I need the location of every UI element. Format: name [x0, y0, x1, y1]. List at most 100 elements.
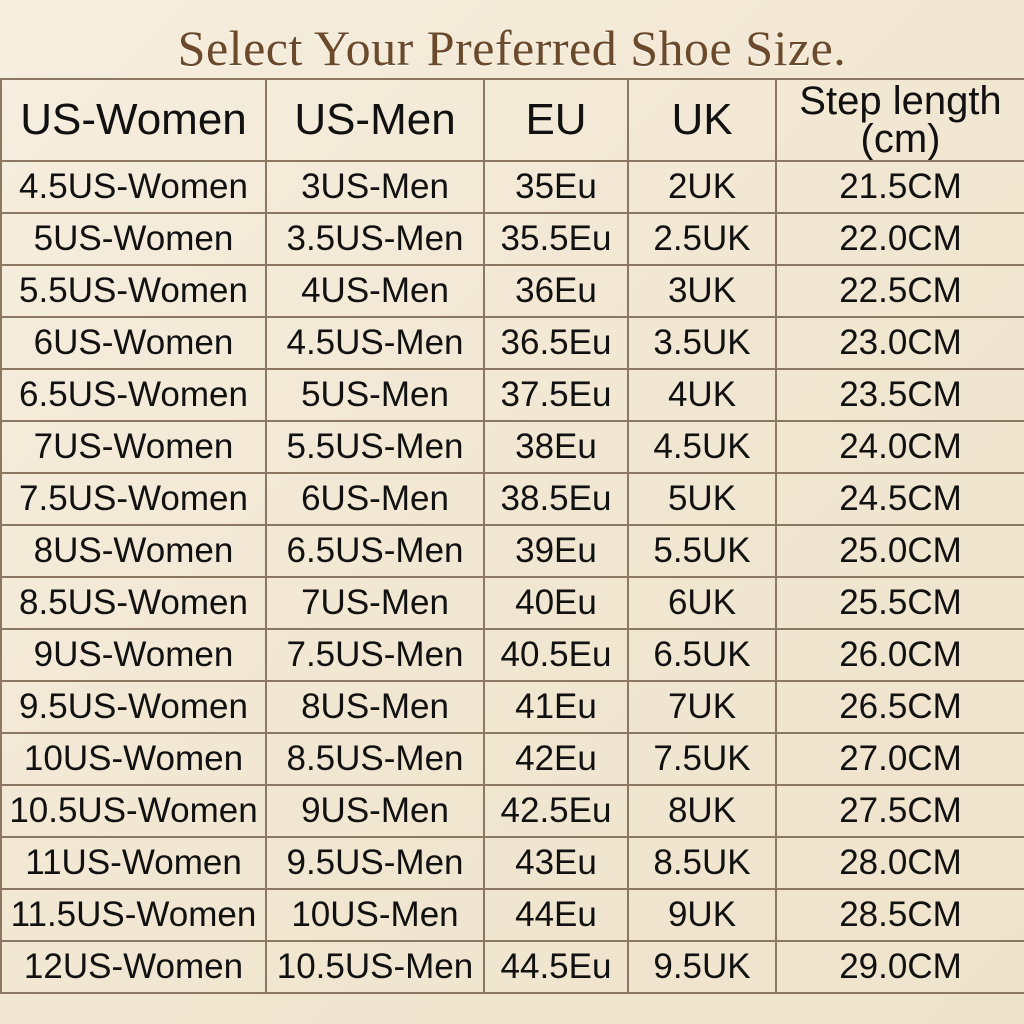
table-cell: 7US-Women [0, 420, 267, 474]
table-row: 10.5US-Women 9US-Men 42.5Eu 8UK 27.5CM [0, 784, 1024, 838]
table-cell: 8.5US-Men [265, 732, 485, 786]
column-header: EU [483, 78, 629, 162]
column-header: Step length (cm) [775, 78, 1024, 162]
table-row: 9.5US-Women 8US-Men 41Eu 7UK 26.5CM [0, 680, 1024, 734]
table-cell: 6UK [627, 576, 777, 630]
table-cell: 38Eu [483, 420, 629, 474]
table-cell: 36.5Eu [483, 316, 629, 370]
column-header: UK [627, 78, 777, 162]
table-row: 9US-Women 7.5US-Men 40.5Eu 6.5UK 26.0CM [0, 628, 1024, 682]
table-cell: 8.5UK [627, 836, 777, 890]
table-cell: 29.0CM [775, 940, 1024, 994]
table-cell: 10.5US-Women [0, 784, 267, 838]
table-cell: 44Eu [483, 888, 629, 942]
table-cell: 28.0CM [775, 836, 1024, 890]
table-cell: 5.5UK [627, 524, 777, 578]
table-row: 11.5US-Women 10US-Men 44Eu 9UK 28.5CM [0, 888, 1024, 942]
table-cell: 12US-Women [0, 940, 267, 994]
table-cell: 10US-Women [0, 732, 267, 786]
table-cell: 9UK [627, 888, 777, 942]
table-cell: 8UK [627, 784, 777, 838]
table-cell: 6.5US-Women [0, 368, 267, 422]
table-cell: 2.5UK [627, 212, 777, 266]
table-cell: 8US-Women [0, 524, 267, 578]
table-cell: 3.5UK [627, 316, 777, 370]
table-cell: 8.5US-Women [0, 576, 267, 630]
table-cell: 26.0CM [775, 628, 1024, 682]
table-cell: 4.5UK [627, 420, 777, 474]
table-cell: 25.5CM [775, 576, 1024, 630]
table-row: 8.5US-Women 7US-Men 40Eu 6UK 25.5CM [0, 576, 1024, 630]
table-cell: 26.5CM [775, 680, 1024, 734]
table-cell: 3.5US-Men [265, 212, 485, 266]
table-row: 8US-Women 6.5US-Men 39Eu 5.5UK 25.0CM [0, 524, 1024, 578]
table-cell: 7.5US-Women [0, 472, 267, 526]
column-header: US-Women [0, 78, 267, 162]
table-cell: 6.5UK [627, 628, 777, 682]
table-row: 12US-Women 10.5US-Men 44.5Eu 9.5UK 29.0CM [0, 940, 1024, 994]
table-cell: 6US-Women [0, 316, 267, 370]
table-cell: 27.5CM [775, 784, 1024, 838]
table-cell: 5.5US-Women [0, 264, 267, 318]
table-cell: 22.0CM [775, 212, 1024, 266]
table-row: 6.5US-Women 5US-Men 37.5Eu 4UK 23.5CM [0, 368, 1024, 422]
table-cell: 24.0CM [775, 420, 1024, 474]
table-cell: 5UK [627, 472, 777, 526]
table-body: 4.5US-Women 3US-Men 35Eu 2UK 21.5CM 5US-Women… [0, 160, 1024, 994]
table-row: 4.5US-Women 3US-Men 35Eu 2UK 21.5CM [0, 160, 1024, 214]
table-cell: 7.5UK [627, 732, 777, 786]
table-cell: 37.5Eu [483, 368, 629, 422]
table-cell: 27.0CM [775, 732, 1024, 786]
title: Select Your Preferred Shoe Size. [177, 20, 847, 76]
table-cell: 2UK [627, 160, 777, 214]
table-cell: 7UK [627, 680, 777, 734]
size-table: US-Women US-Men EU UK Step length (cm) 4.5US… [0, 78, 1024, 994]
table-cell: 8US-Men [265, 680, 485, 734]
table-cell: 24.5CM [775, 472, 1024, 526]
table-cell: 7.5US-Men [265, 628, 485, 682]
column-header: US-Men [265, 78, 485, 162]
table-cell: 5US-Men [265, 368, 485, 422]
table-row: 10US-Women 8.5US-Men 42Eu 7.5UK 27.0CM [0, 732, 1024, 786]
table-row: 7US-Women 5.5US-Men 38Eu 4.5UK 24.0CM [0, 420, 1024, 474]
table-cell: 9.5US-Men [265, 836, 485, 890]
table-cell: 25.0CM [775, 524, 1024, 578]
table-cell: 44.5Eu [483, 940, 629, 994]
table-cell: 21.5CM [775, 160, 1024, 214]
table-cell: 3US-Men [265, 160, 485, 214]
table-cell: 7US-Men [265, 576, 485, 630]
table-cell: 10.5US-Men [265, 940, 485, 994]
table-row: 11US-Women 9.5US-Men 43Eu 8.5UK 28.0CM [0, 836, 1024, 890]
table-cell: 28.5CM [775, 888, 1024, 942]
table-cell: 4UK [627, 368, 777, 422]
table-cell: 3UK [627, 264, 777, 318]
table-cell: 9.5US-Women [0, 680, 267, 734]
table-cell: 4.5US-Women [0, 160, 267, 214]
table-cell: 9US-Men [265, 784, 485, 838]
table-cell: 41Eu [483, 680, 629, 734]
table-cell: 22.5CM [775, 264, 1024, 318]
table-cell: 23.5CM [775, 368, 1024, 422]
table-cell: 9.5UK [627, 940, 777, 994]
table-cell: 10US-Men [265, 888, 485, 942]
table-cell: 11US-Women [0, 836, 267, 890]
table-cell: 35Eu [483, 160, 629, 214]
table-row: 5US-Women 3.5US-Men 35.5Eu 2.5UK 22.0CM [0, 212, 1024, 266]
table-cell: 38.5Eu [483, 472, 629, 526]
table-row: 6US-Women 4.5US-Men 36.5Eu 3.5UK 23.0CM [0, 316, 1024, 370]
table-row: 7.5US-Women 6US-Men 38.5Eu 5UK 24.5CM [0, 472, 1024, 526]
table-cell: 40Eu [483, 576, 629, 630]
table-cell: 40.5Eu [483, 628, 629, 682]
table-cell: 4US-Men [265, 264, 485, 318]
table-cell: 6US-Men [265, 472, 485, 526]
table-row: 5.5US-Women 4US-Men 36Eu 3UK 22.5CM [0, 264, 1024, 318]
table-cell: 39Eu [483, 524, 629, 578]
table-cell: 5.5US-Men [265, 420, 485, 474]
table-cell: 43Eu [483, 836, 629, 890]
table-cell: 42Eu [483, 732, 629, 786]
table-cell: 11.5US-Women [0, 888, 267, 942]
table-cell: 6.5US-Men [265, 524, 485, 578]
table-cell: 9US-Women [0, 628, 267, 682]
table-cell: 42.5Eu [483, 784, 629, 838]
